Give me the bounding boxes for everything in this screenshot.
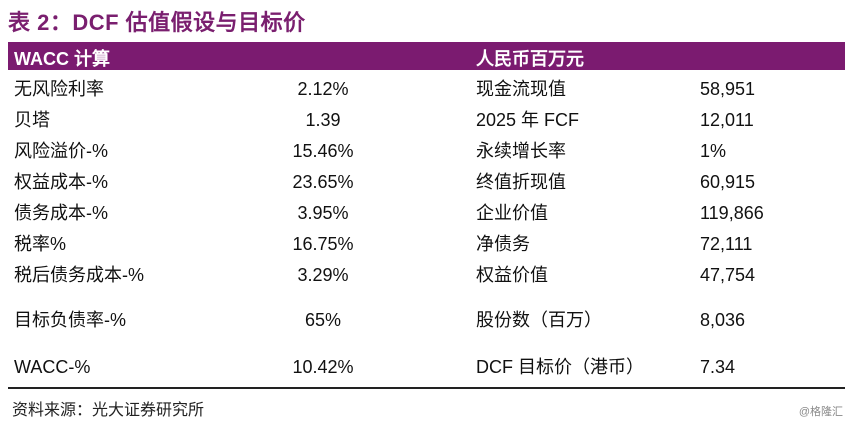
table-row: 目标负债率-% 65% 股份数（百万） 8,036 xyxy=(8,301,845,331)
table-header-bar: WACC 计算 人民币百万元 xyxy=(8,42,845,70)
bottom-rule xyxy=(8,387,845,389)
table-row: WACC-% 10.42% DCF 目标价（港币） 7.34 xyxy=(8,348,845,378)
valuation-value: 8,036 xyxy=(700,310,746,330)
wacc-value: 15.46% xyxy=(292,141,354,161)
valuation-value: 119,866 xyxy=(700,203,764,223)
valuation-value: 72,111 xyxy=(700,234,753,254)
valuation-value: 47,754 xyxy=(700,265,756,285)
table-row: 无风险利率 2.12% 现金流现值 58,951 xyxy=(8,70,845,100)
valuation-label: 权益价值 xyxy=(476,265,548,285)
table-row: 权益成本-% 23.65% 终值折现值 60,915 xyxy=(8,163,845,193)
watermark: @格隆汇 xyxy=(798,406,843,418)
valuation-value: 58,951 xyxy=(700,79,756,99)
table-row: 税后债务成本-% 3.29% 权益价值 47,754 xyxy=(8,256,845,286)
wacc-section-header: WACC 计算 xyxy=(14,49,110,69)
valuation-label: 股份数（百万） xyxy=(476,310,602,330)
source-note: 资料来源：光大证券研究所 xyxy=(12,402,205,419)
table-row: 税率% 16.75% 净债务 72,111 xyxy=(8,225,845,255)
wacc-label: 贝塔 xyxy=(14,110,50,130)
valuation-label: 现金流现值 xyxy=(476,79,566,99)
wacc-value: 23.65% xyxy=(292,172,354,192)
valuation-label: 终值折现值 xyxy=(476,172,566,192)
wacc-value: 2.12% xyxy=(297,79,349,99)
valuation-label: 永续增长率 xyxy=(476,141,566,161)
wacc-label: WACC-% xyxy=(14,357,91,377)
wacc-label: 目标负债率-% xyxy=(14,310,126,330)
valuation-section-header: 人民币百万元 xyxy=(476,49,584,69)
wacc-label: 无风险利率 xyxy=(14,79,104,99)
valuation-label: 企业价值 xyxy=(476,203,548,223)
valuation-value: 1% xyxy=(700,141,727,161)
wacc-value: 3.95% xyxy=(297,203,349,223)
wacc-label: 债务成本-% xyxy=(14,203,108,223)
table-row: 贝塔 1.39 2025 年 FCF 12,011 xyxy=(8,101,845,131)
wacc-value: 65% xyxy=(304,310,342,330)
table-row: 债务成本-% 3.95% 企业价值 119,866 xyxy=(8,194,845,224)
document-title: 表 2：DCF 估值假设与目标价 xyxy=(8,10,306,35)
valuation-value: 12,011 xyxy=(700,110,754,130)
wacc-value: 3.29% xyxy=(297,265,349,285)
table-row: 风险溢价-% 15.46% 永续增长率 1% xyxy=(8,132,845,162)
valuation-label: 2025 年 FCF xyxy=(476,110,580,130)
wacc-value: 10.42% xyxy=(292,357,354,377)
valuation-value: 60,915 xyxy=(700,172,756,192)
valuation-label: DCF 目标价（港币） xyxy=(476,357,644,377)
wacc-value: 1.39 xyxy=(305,110,341,130)
wacc-label: 税率% xyxy=(14,234,67,254)
wacc-label: 权益成本-% xyxy=(14,172,108,192)
valuation-value: 7.34 xyxy=(700,357,736,377)
wacc-label: 税后债务成本-% xyxy=(14,265,144,285)
wacc-value: 16.75% xyxy=(292,234,354,254)
valuation-label: 净债务 xyxy=(476,234,530,254)
wacc-label: 风险溢价-% xyxy=(14,141,108,161)
